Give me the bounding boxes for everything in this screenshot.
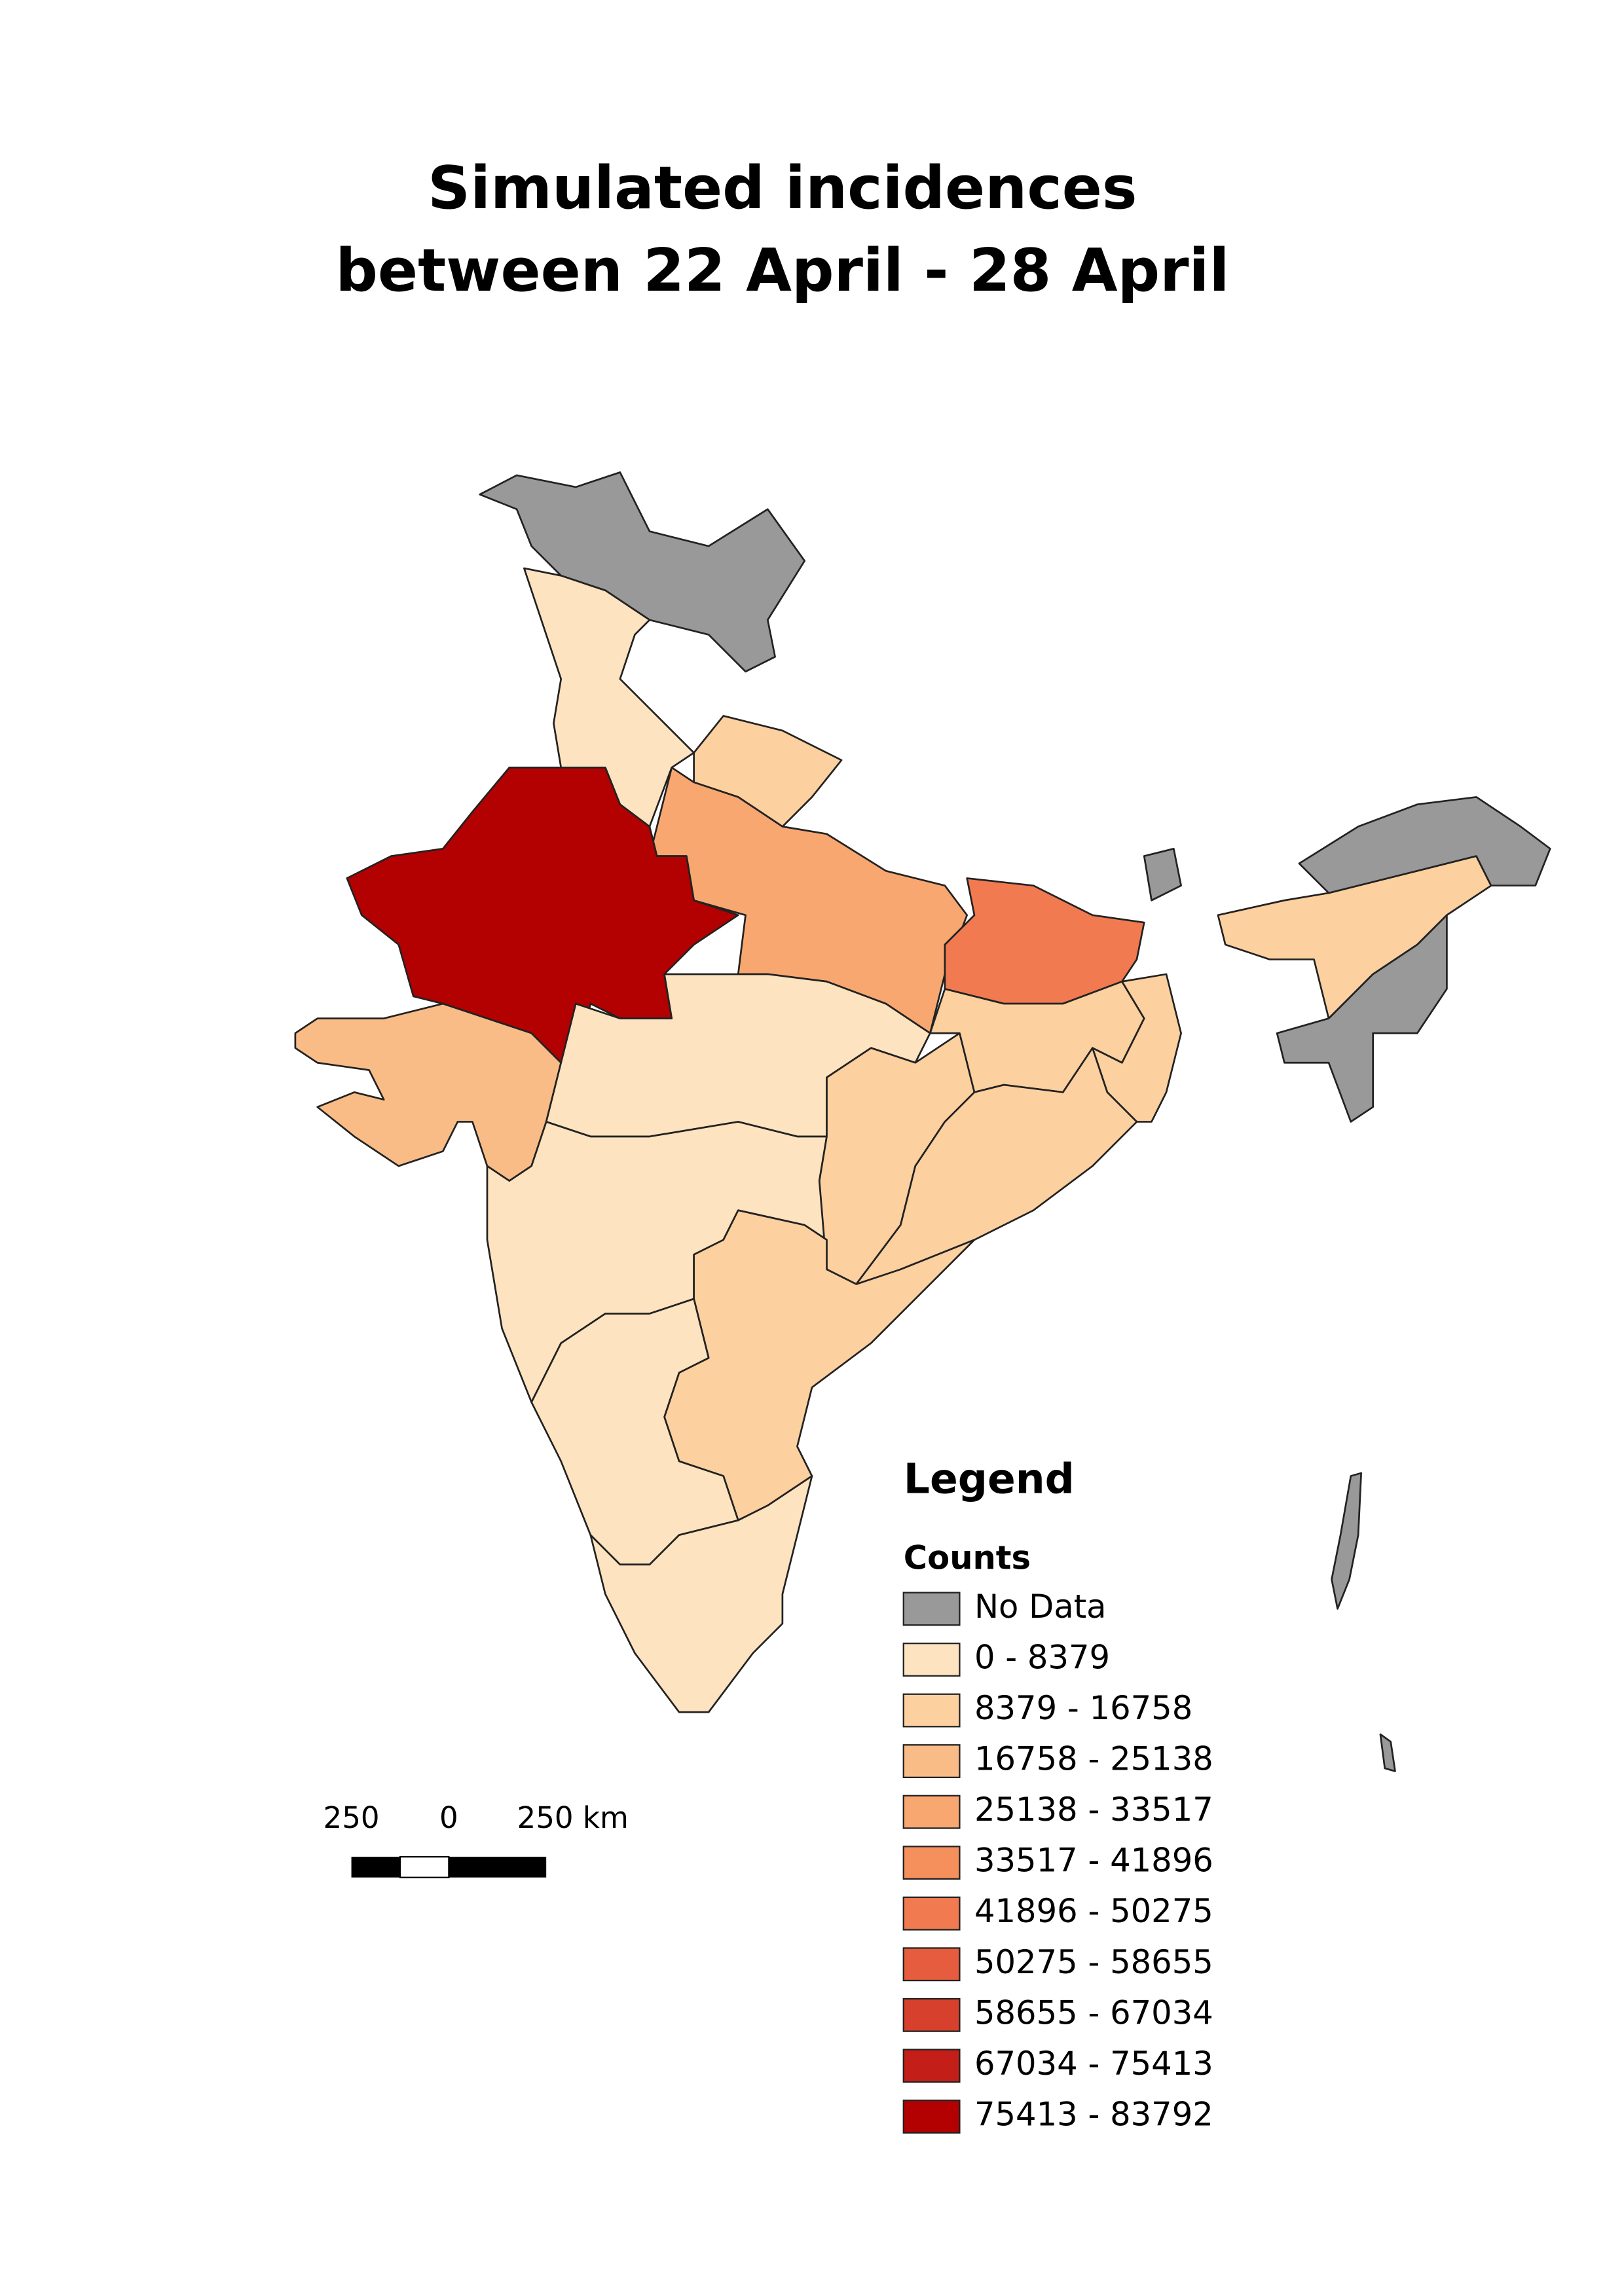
legend-subtitle: Counts <box>904 1539 1031 1577</box>
legend-swatch <box>902 1947 961 1982</box>
legend-label: 0 - 8379 <box>974 1638 1110 1676</box>
title-line: Simulated incidences <box>428 154 1137 223</box>
region <box>1331 1472 1363 1610</box>
legend-swatch <box>902 1592 961 1626</box>
legend-label: 58655 - 67034 <box>974 1994 1213 2032</box>
legend-swatch <box>902 1896 961 1931</box>
legend-swatch <box>902 2100 961 2134</box>
legend-title: Legend <box>904 1455 1075 1503</box>
scale-label: 250 <box>323 1800 380 1835</box>
legend-label: 67034 - 75413 <box>974 2045 1213 2083</box>
legend-swatch <box>902 2049 961 2083</box>
scale-segment <box>449 1857 547 1878</box>
scale-bar: 250 0 250 km <box>323 1800 629 1878</box>
region <box>1276 914 1448 1123</box>
legend-label: 16758 - 25138 <box>974 1740 1213 1778</box>
legend-label: 8379 - 16758 <box>974 1689 1192 1727</box>
title-line: between 22 April - 28 April <box>335 236 1229 305</box>
legend-label: 50275 - 58655 <box>974 1943 1213 1981</box>
legend-swatch <box>902 1744 961 1778</box>
region <box>1379 1733 1396 1772</box>
legend-label: 75413 - 83792 <box>974 2095 1213 2133</box>
legend-label: 33517 - 41896 <box>974 1842 1213 1880</box>
legend: Legend Counts No Data 0 - 8379 8379 - 1675… <box>902 1455 1213 2134</box>
region <box>479 471 806 673</box>
scale-label: 0 <box>439 1800 458 1835</box>
region <box>294 1002 563 1182</box>
region <box>589 1475 813 1713</box>
scale-segment <box>399 1856 450 1878</box>
legend-label: 41896 - 50275 <box>974 1892 1213 1930</box>
scale-segment <box>351 1857 400 1878</box>
scale-label: 250 km <box>517 1800 629 1835</box>
region <box>855 1047 1138 1285</box>
legend-swatch <box>902 1693 961 1728</box>
legend-swatch <box>902 1997 961 2032</box>
legend-label: 25138 - 33517 <box>974 1791 1213 1829</box>
india-map <box>294 471 1551 1772</box>
legend-swatch <box>902 1795 961 1829</box>
region <box>1143 847 1182 902</box>
legend-swatch <box>902 1846 961 1880</box>
legend-swatch <box>902 1643 961 1677</box>
region <box>1298 796 1551 894</box>
legend-label: No Data <box>974 1588 1107 1626</box>
map-layout: Simulated incidences between 22 April - … <box>294 154 1551 2134</box>
